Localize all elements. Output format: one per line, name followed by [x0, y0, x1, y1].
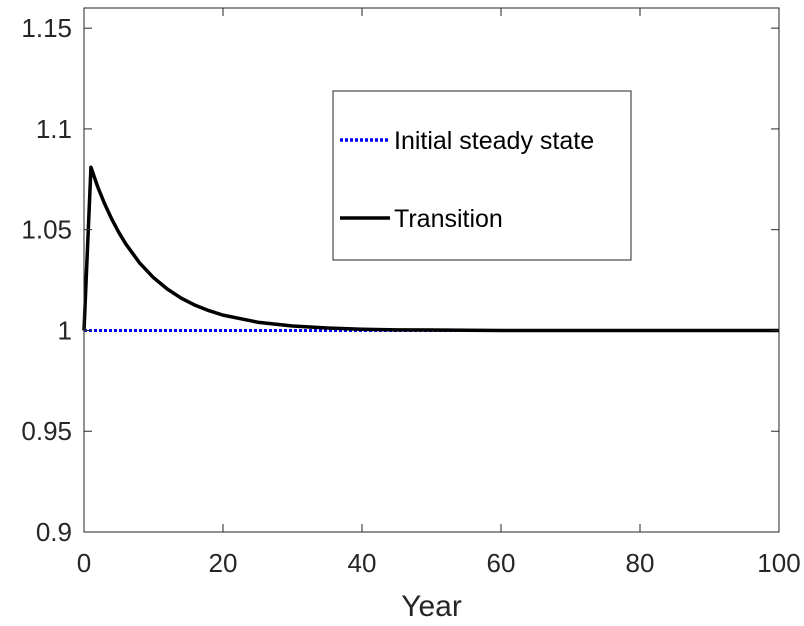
- y-tick-label: 1.15: [21, 13, 72, 43]
- x-axis-title: Year: [401, 590, 462, 623]
- x-tick-label: 40: [348, 548, 377, 578]
- x-tick-label: 80: [626, 548, 655, 578]
- y-tick-label: 0.95: [21, 416, 72, 446]
- legend-label: Transition: [394, 205, 503, 233]
- plot-frame: [83, 7, 780, 533]
- series-layer: [82, 165, 779, 333]
- x-tick-label: 100: [757, 548, 800, 578]
- series-line-transition: [82, 165, 779, 333]
- x-tick-label: 60: [487, 548, 516, 578]
- legend-label: Initial steady state: [394, 127, 594, 155]
- legend-box: [332, 90, 632, 261]
- y-tick-label: 1.05: [21, 215, 72, 245]
- x-tick-label: 20: [209, 548, 238, 578]
- x-tick-label: 0: [77, 548, 91, 578]
- legend: Initial steady state Transition: [332, 90, 632, 261]
- y-tick-label: 1: [58, 315, 72, 345]
- tick-layer: 0 20 40 60 80 100 0.9 0.95 1 1.05 1.1 1.15: [21, 8, 801, 578]
- y-tick-label: 1.1: [36, 114, 72, 144]
- y-tick-label: 0.9: [36, 517, 72, 547]
